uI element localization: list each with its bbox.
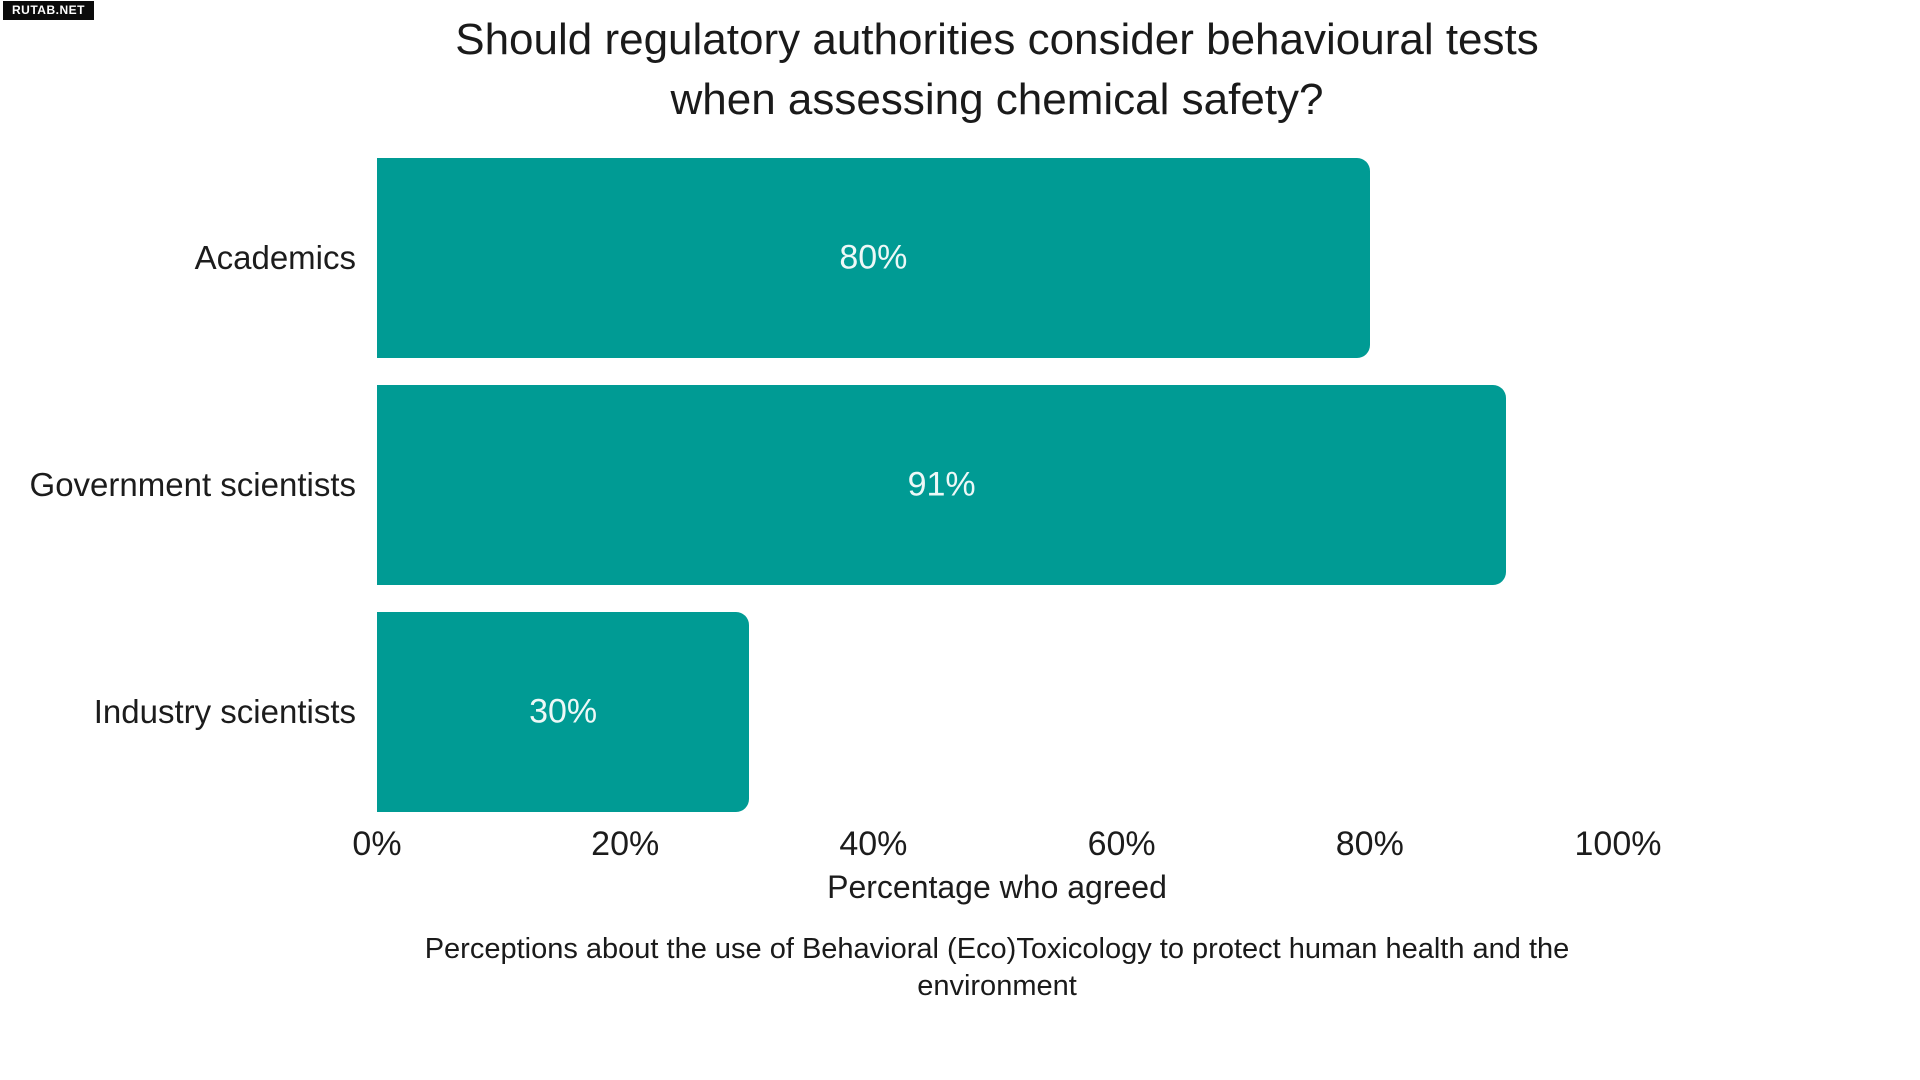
category-label: Academics [194, 239, 356, 276]
bar-row: Academics 80% [0, 158, 1920, 358]
x-tick-label: 100% [1574, 825, 1662, 863]
bar: 30% [377, 612, 750, 812]
bar-value-label: 80% [839, 238, 908, 277]
bar-row: Industry scientists 30% [0, 612, 1920, 812]
bar-row: Government scientists 91% [0, 385, 1920, 585]
x-tick-label: 20% [591, 825, 660, 863]
chart-caption-line1: Perceptions about the use of Behavioral … [424, 933, 1570, 965]
bar: 80% [377, 158, 1370, 358]
x-tick-label: 0% [352, 825, 402, 863]
x-tick-label: 40% [839, 825, 908, 863]
chart-caption: Perceptions about the use of Behavioral … [425, 931, 1570, 1005]
category-label: Government scientists [29, 466, 356, 503]
category-label: Industry scientists [93, 693, 356, 730]
bar-value-label: 91% [907, 465, 976, 504]
x-tick-label: 80% [1335, 825, 1404, 863]
x-axis-label: Percentage who agreed [827, 869, 1167, 905]
watermark-badge: RUTAB.NET [3, 1, 94, 20]
chart-caption-line2: environment [917, 970, 1077, 1002]
chart-title: Should regulatory authorities consider b… [455, 10, 1539, 130]
bar-value-label: 30% [529, 692, 598, 731]
chart-title-line2: when assessing chemical safety? [670, 75, 1324, 124]
bar: 91% [377, 385, 1507, 585]
chart-title-line1: Should regulatory authorities consider b… [455, 15, 1539, 64]
x-tick-label: 60% [1087, 825, 1156, 863]
